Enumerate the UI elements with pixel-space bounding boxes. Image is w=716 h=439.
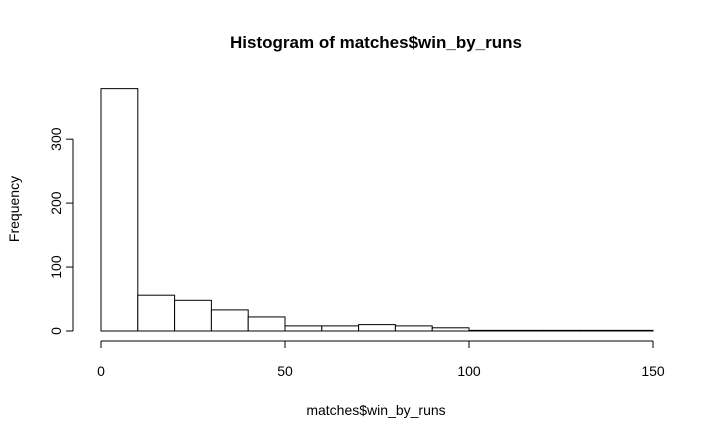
x-axis-label: matches$win_by_runs (306, 402, 445, 418)
histogram-bar-0 (100, 88, 139, 332)
histogram-bar-8 (394, 325, 433, 332)
histogram-bar-5 (284, 325, 323, 332)
histogram-bar-14 (615, 329, 654, 332)
histogram-bar-11 (505, 329, 544, 332)
histogram-bar-3 (210, 309, 249, 332)
histogram-bar-2 (174, 299, 212, 332)
y-axis: 0 100 200 300 (48, 127, 74, 335)
y-tick-label-0: 0 (48, 327, 64, 335)
histogram-bar-7 (358, 324, 396, 332)
histogram-bar-6 (321, 325, 360, 332)
x-tick-label-0: 0 (97, 363, 105, 379)
x-axis: 0 50 100 150 (97, 340, 665, 379)
histogram-bar-1 (137, 294, 176, 332)
chart-title: Histogram of matches$win_by_runs (230, 33, 522, 52)
y-tick-label-1: 100 (48, 255, 64, 279)
histogram-bar-12 (542, 329, 580, 332)
histogram-bar-9 (431, 327, 470, 332)
y-tick-label-3: 300 (48, 127, 64, 151)
y-tick-label-2: 200 (48, 191, 64, 215)
x-tick-label-2: 100 (457, 363, 481, 379)
histogram-bars (100, 88, 654, 332)
y-axis-label: Frequency (6, 176, 22, 242)
histogram-bar-10 (468, 329, 507, 332)
x-tick-label-1: 50 (277, 363, 293, 379)
histogram-bar-4 (247, 316, 286, 332)
x-tick-label-3: 150 (641, 363, 665, 379)
histogram-bar-13 (578, 329, 617, 332)
